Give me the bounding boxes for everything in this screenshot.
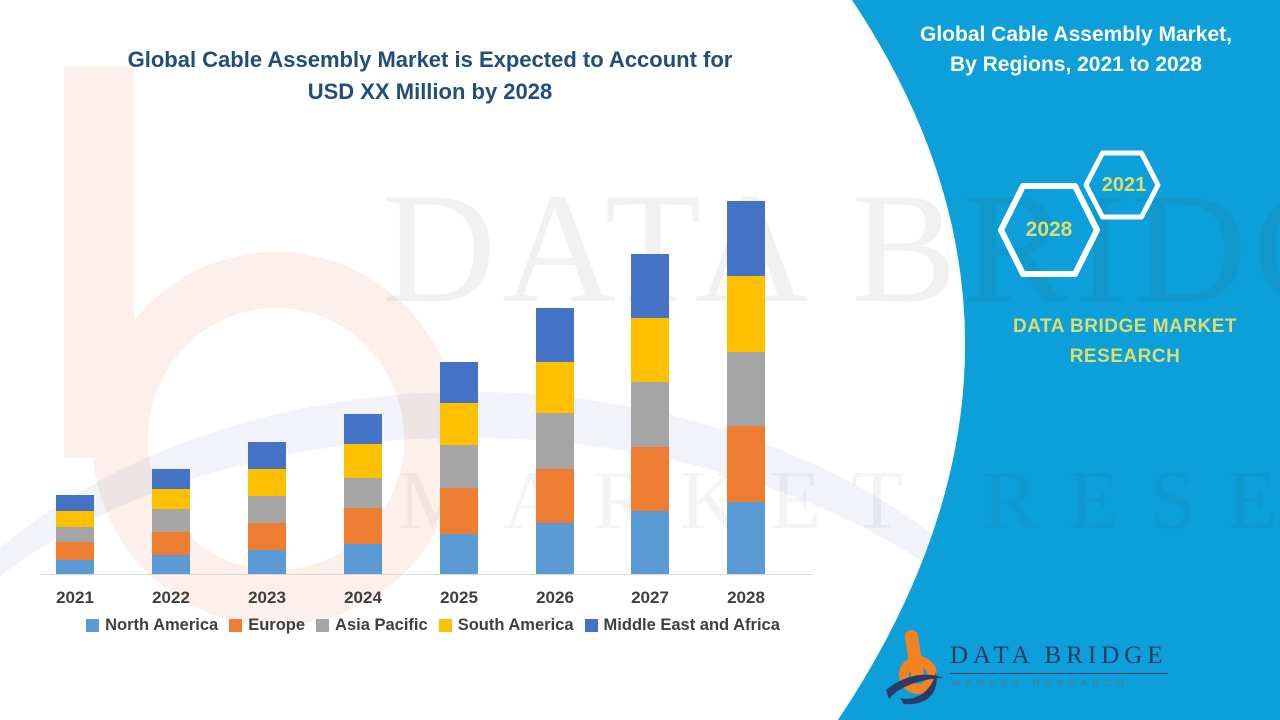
stacked-bar-2021 xyxy=(56,495,94,575)
segment-north-america xyxy=(248,550,286,575)
segment-south-america xyxy=(727,276,765,352)
x-tick-2026: 2026 xyxy=(536,588,574,607)
chart-legend: North America Europe Asia Pacific South Ame… xyxy=(40,616,826,635)
stacked-bar-2022 xyxy=(152,469,190,575)
hexagon-outline-icon xyxy=(998,183,1100,277)
legend-item-asia-pacific: Asia Pacific xyxy=(316,616,428,635)
hexagon-year-bottom: 2028 xyxy=(1025,218,1073,241)
legend-item-europe: Europe xyxy=(229,616,305,635)
segment-middle-east-and-africa xyxy=(727,201,765,276)
x-tick-2021: 2021 xyxy=(56,588,94,607)
segment-north-america xyxy=(727,502,765,575)
x-tick-2027: 2027 xyxy=(631,588,669,607)
segment-south-america xyxy=(152,489,190,509)
segment-europe xyxy=(440,488,478,534)
segment-south-america xyxy=(631,318,669,382)
panel-brand-line2: RESEARCH xyxy=(1069,346,1181,367)
legend-swatch-icon xyxy=(316,619,330,632)
stacked-bar-2028 xyxy=(727,201,765,575)
segment-asia-pacific xyxy=(631,382,669,447)
segment-europe xyxy=(536,469,574,523)
panel-brand-text: DATA BRIDGE MARKET RESEARCH xyxy=(958,312,1280,372)
segment-europe xyxy=(56,542,94,560)
segment-middle-east-and-africa xyxy=(152,469,190,489)
segment-asia-pacific xyxy=(727,352,765,426)
segment-north-america xyxy=(536,523,574,575)
hexagon-year-top: 2021 xyxy=(1101,173,1147,196)
segment-middle-east-and-africa xyxy=(536,308,574,362)
segment-europe xyxy=(631,447,669,511)
segment-south-america xyxy=(536,362,574,413)
chart-title: Global Cable Assembly Market is Expected… xyxy=(40,44,820,108)
stacked-bar-2027 xyxy=(631,254,669,575)
segment-asia-pacific xyxy=(536,413,574,469)
segment-south-america xyxy=(440,403,478,445)
segment-north-america xyxy=(631,511,669,575)
segment-asia-pacific xyxy=(56,527,94,542)
segment-europe xyxy=(344,508,382,544)
segment-north-america xyxy=(152,555,190,575)
stacked-bar-2024 xyxy=(344,414,382,575)
stacked-bar-2025 xyxy=(440,362,478,575)
legend-label: South America xyxy=(457,616,574,634)
segment-middle-east-and-africa xyxy=(56,495,94,511)
segment-north-america xyxy=(56,560,94,575)
legend-label: Middle East and Africa xyxy=(603,616,780,634)
legend-swatch-icon xyxy=(86,619,100,632)
segment-asia-pacific xyxy=(248,496,286,523)
panel-heading-line1: Global Cable Assembly Market, xyxy=(920,23,1232,46)
legend-item-middle-east-and-africa: Middle East and Africa xyxy=(584,616,780,635)
segment-middle-east-and-africa xyxy=(631,254,669,318)
stacked-bar-2026 xyxy=(536,308,574,575)
segment-north-america xyxy=(344,544,382,575)
segment-asia-pacific xyxy=(344,478,382,508)
data-bridge-logo-icon xyxy=(886,630,944,705)
x-tick-2025: 2025 xyxy=(440,588,478,607)
watermark-text-row2: MARKET RESEARCH xyxy=(398,454,1280,547)
footer-logo: DATA BRIDGE MARKET RESEARCH xyxy=(884,626,1168,712)
footer-logo-subtitle: MARKET RESEARCH xyxy=(952,678,1130,689)
segment-middle-east-and-africa xyxy=(248,442,286,469)
segment-middle-east-and-africa xyxy=(440,362,478,403)
x-tick-2028: 2028 xyxy=(727,588,765,607)
legend-label: North America xyxy=(105,616,219,634)
segment-south-america xyxy=(344,444,382,478)
panel-heading: Global Cable Assembly Market, By Regions… xyxy=(880,20,1272,80)
legend-item-south-america: South America xyxy=(438,616,574,635)
segment-asia-pacific xyxy=(152,509,190,532)
hexagon-badge-2028: 2028 xyxy=(997,182,1101,278)
segment-europe xyxy=(152,532,190,555)
hexagon-badge-2021: 2021 xyxy=(1083,150,1161,220)
segment-europe xyxy=(727,426,765,502)
legend-swatch-icon xyxy=(438,619,452,632)
x-axis-line xyxy=(40,574,812,575)
x-tick-2023: 2023 xyxy=(248,588,286,607)
legend-label: Asia Pacific xyxy=(335,616,428,634)
segment-north-america xyxy=(440,534,478,575)
segment-south-america xyxy=(56,511,94,527)
panel-heading-line2: By Regions, 2021 to 2028 xyxy=(949,53,1203,76)
segment-south-america xyxy=(248,469,286,496)
segment-europe xyxy=(248,523,286,550)
x-tick-2024: 2024 xyxy=(344,588,382,607)
legend-swatch-icon xyxy=(229,619,243,632)
panel-brand-line1: DATA BRIDGE MARKET xyxy=(1013,316,1237,337)
legend-item-north-america: North America xyxy=(86,616,218,635)
segment-asia-pacific xyxy=(440,445,478,488)
legend-swatch-icon xyxy=(584,619,598,632)
x-tick-2022: 2022 xyxy=(152,588,190,607)
legend-label: Europe xyxy=(248,616,306,634)
chart-title-line2: USD XX Million by 2028 xyxy=(307,79,553,104)
hexagon-outline-icon xyxy=(1083,150,1161,220)
stacked-bar-2023 xyxy=(248,442,286,575)
footer-logo-name: DATA BRIDGE xyxy=(950,642,1168,674)
chart-title-line1: Global Cable Assembly Market is Expected… xyxy=(127,47,733,72)
segment-middle-east-and-africa xyxy=(344,414,382,444)
watermark-text-row1: DATA BRIDGE xyxy=(382,161,1280,336)
